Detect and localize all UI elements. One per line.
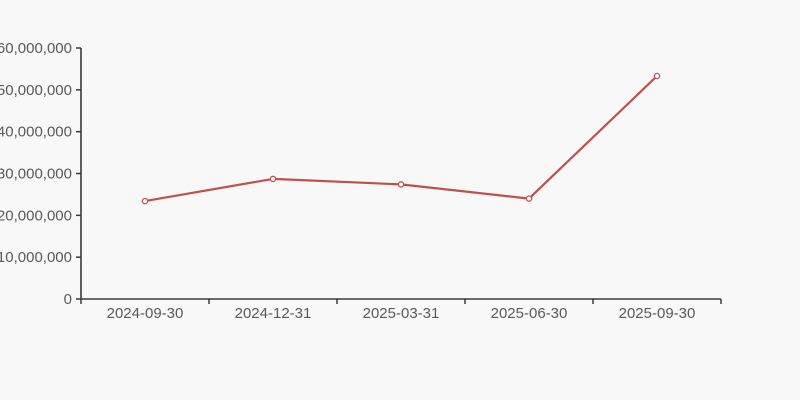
x-tick-label: 2024-09-30 [107, 305, 184, 322]
y-tick-label: 40,000,000 [0, 124, 72, 141]
data-point-markers [141, 72, 661, 205]
x-axis-ticks: 2024-09-30 2024-12-31 2025-03-31 2025-06-30… [80, 299, 722, 322]
y-tick-label: 10,000,000 [0, 249, 72, 266]
data-point-marker[interactable] [653, 72, 661, 80]
x-tick-label: 2025-09-30 [619, 305, 696, 322]
y-tick-label: 30,000,000 [0, 166, 72, 183]
y-tick-label: 60,000,000 [0, 40, 72, 57]
data-point-marker[interactable] [397, 181, 405, 188]
x-tick-label: 2025-06-30 [491, 305, 568, 322]
y-tick-label: 0 [64, 291, 72, 308]
y-axis-ticks: 0 10,000,000 20,000,000 30,000,000 40,000,00… [0, 40, 81, 308]
y-tick-label: 50,000,000 [0, 82, 72, 99]
y-tick-label: 20,000,000 [0, 207, 72, 224]
data-point-marker[interactable] [525, 195, 533, 202]
x-tick-label: 2025-03-31 [363, 305, 440, 322]
axes [80, 48, 721, 300]
x-tick-label: 2024-12-31 [235, 305, 312, 322]
data-point-marker[interactable] [269, 175, 277, 183]
data-point-marker[interactable] [141, 197, 149, 205]
